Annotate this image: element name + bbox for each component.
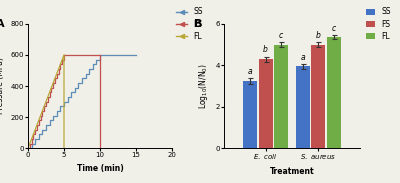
Y-axis label: Log$_{10}$(N/N$_{0}$): Log$_{10}$(N/N$_{0}$) (197, 63, 210, 109)
Text: b: b (263, 46, 268, 55)
Bar (327, 37, 340, 148)
Legend: SS, FS, FL: SS, FS, FL (366, 8, 390, 41)
Text: B: B (194, 19, 202, 29)
Text: c: c (332, 24, 336, 33)
X-axis label: Treatment: Treatment (270, 167, 314, 176)
Bar (312, 44, 325, 148)
Text: A: A (0, 19, 5, 29)
Bar (274, 44, 288, 148)
X-axis label: Time (min): Time (min) (77, 164, 123, 173)
Y-axis label: Pressure (MPa): Pressure (MPa) (0, 58, 5, 114)
Text: b: b (316, 31, 321, 40)
Bar (244, 81, 257, 148)
Bar (259, 59, 272, 148)
Text: c: c (278, 31, 283, 40)
Legend: SS, FS, FL: SS, FS, FL (176, 8, 203, 41)
Bar (296, 66, 310, 148)
Text: a: a (248, 67, 253, 76)
Text: a: a (301, 53, 306, 62)
